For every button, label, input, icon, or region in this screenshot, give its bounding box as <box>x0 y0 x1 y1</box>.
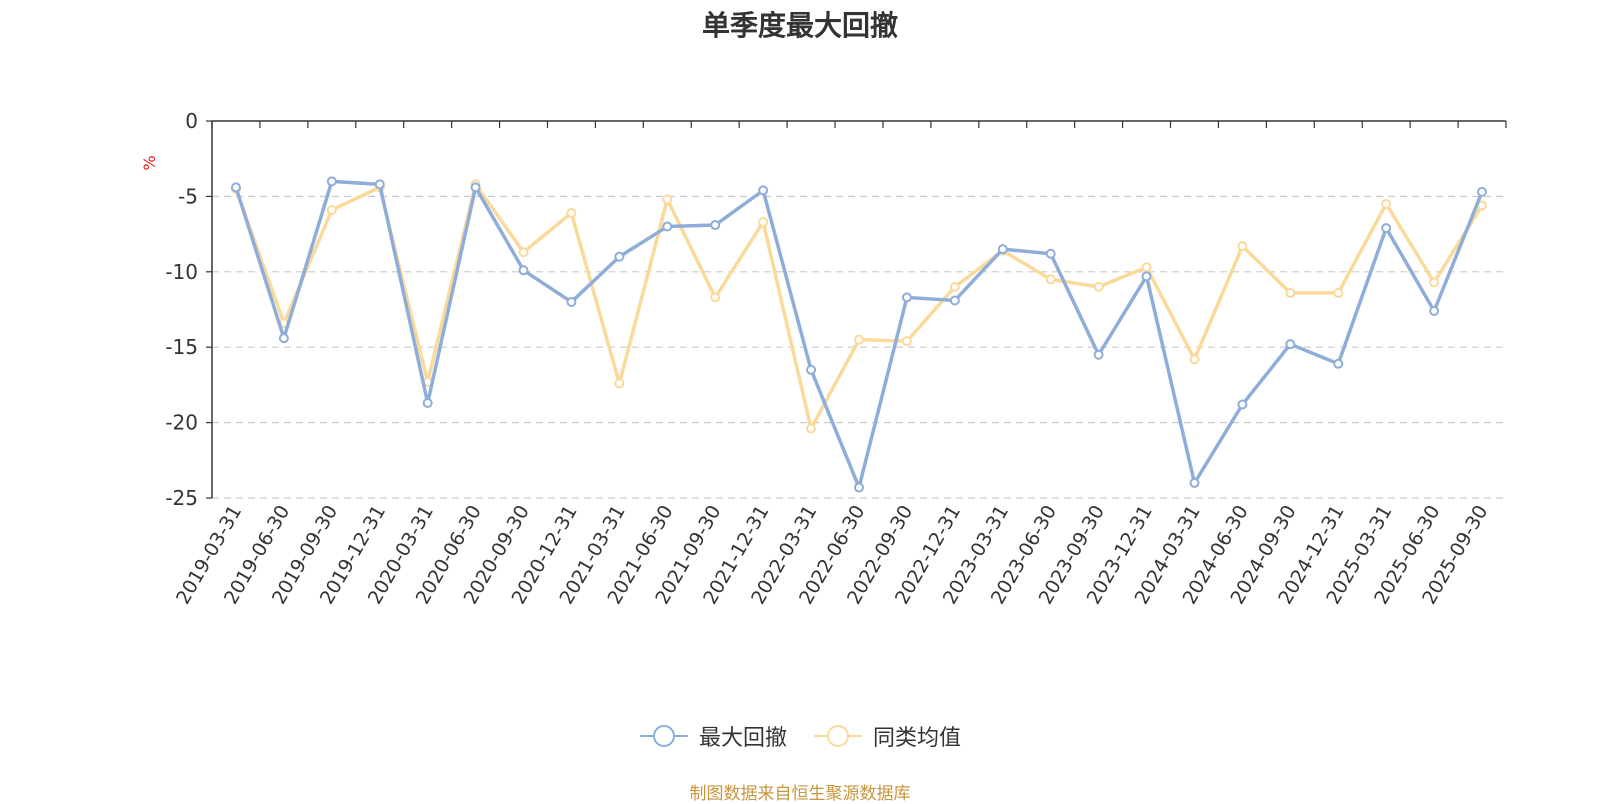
series-2-point <box>1093 281 1104 292</box>
series-1-point <box>422 397 433 408</box>
series-1-point <box>1141 271 1152 282</box>
series-2-point <box>566 207 577 218</box>
series-2-point <box>949 281 960 292</box>
series-2-point <box>1141 262 1152 273</box>
series-1-point <box>374 179 385 190</box>
legend: 最大回撤 同类均值 <box>0 720 1600 752</box>
series-1-point <box>997 244 1008 255</box>
series-1-point <box>518 265 529 276</box>
series-2-point <box>710 292 721 303</box>
series-1-point <box>278 333 289 344</box>
series-1-point <box>470 182 481 193</box>
series-2-point <box>854 334 864 345</box>
chart-title: 单季度最大回撤 <box>701 9 898 42</box>
series-1-point <box>230 182 241 193</box>
y-tick-label: -10 <box>165 260 198 284</box>
series-2-point <box>1333 287 1344 298</box>
series-2-point <box>1285 287 1296 298</box>
legend-line-circle-icon <box>639 725 688 747</box>
legend-item-series-2[interactable]: 同类均值 <box>813 720 961 752</box>
series-1-point <box>1429 306 1440 317</box>
series-1-point <box>854 482 864 493</box>
y-tick-label: -20 <box>165 411 198 435</box>
series-1-point <box>806 364 817 375</box>
series-1-point <box>710 220 721 231</box>
series-1-point <box>1189 477 1200 488</box>
y-tick-label: -15 <box>165 335 198 359</box>
series-2-point <box>1237 241 1248 252</box>
legend-item-series-1[interactable]: 最大回撤 <box>639 720 787 752</box>
series-2-point <box>518 247 529 258</box>
legend-label: 最大回撤 <box>698 726 787 751</box>
series-1-point <box>662 221 673 232</box>
series-2-point <box>901 336 912 347</box>
y-tick-label: -25 <box>165 486 198 510</box>
series-line-1 <box>234 179 1484 490</box>
grid-layer <box>212 195 1506 499</box>
series-2-point <box>1045 274 1056 285</box>
series-1-point <box>1333 358 1344 369</box>
series-1-point <box>949 295 960 306</box>
y-tick-label: 0 <box>185 109 198 133</box>
series-1-point <box>901 292 912 303</box>
series-layer <box>230 176 1488 493</box>
series-2-point <box>1189 354 1200 365</box>
series-1-point <box>1285 339 1296 350</box>
series-1-point <box>1477 186 1488 197</box>
series-2-point <box>326 204 337 215</box>
series-2-point <box>1429 277 1440 288</box>
series-1-point <box>758 185 769 196</box>
series-line-2 <box>234 182 1484 431</box>
y-tick-label: -5 <box>178 184 198 208</box>
series-2-point <box>614 378 625 389</box>
source-note: 制图数据来自恒生聚源数据库 <box>689 784 911 804</box>
series-1-point <box>1045 248 1056 259</box>
series-2-point <box>806 423 817 434</box>
legend-line-circle-icon <box>814 725 862 747</box>
series-1-point <box>1381 223 1392 234</box>
series-2-point <box>758 217 769 228</box>
series-1-point <box>326 176 337 187</box>
series-2-point <box>1381 198 1392 209</box>
series-1-point <box>614 251 625 262</box>
series-1-point <box>1093 349 1104 360</box>
series-1-point <box>566 296 577 307</box>
series-2-point <box>662 194 673 205</box>
legend-label: 同类均值 <box>873 726 962 751</box>
y-axis-unit-label: % <box>140 155 159 170</box>
series-1-point <box>1237 399 1248 410</box>
